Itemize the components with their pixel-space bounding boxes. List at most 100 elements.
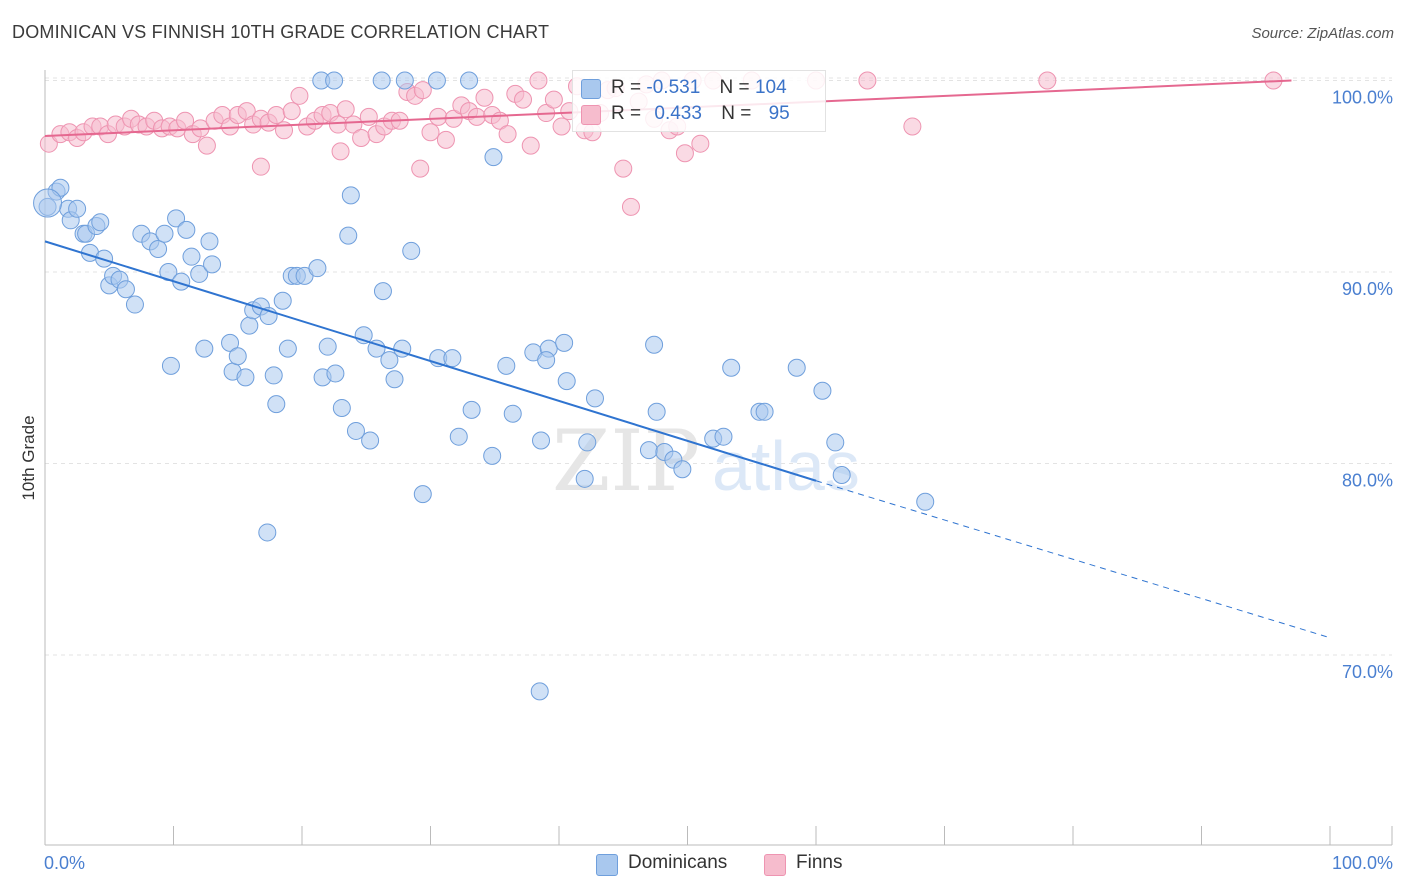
dominicans-swatch: [581, 79, 601, 99]
dominican-point: [167, 209, 186, 228]
legend-n-label: N =: [719, 77, 750, 98]
finn-point: [328, 115, 347, 134]
dominican-point: [395, 71, 414, 90]
dominican-point: [68, 199, 87, 218]
dominican-point: [578, 433, 597, 452]
legend-r-value: -0.531: [646, 77, 701, 98]
dominican-point: [190, 264, 209, 283]
y-tick-label: 70.0%: [1342, 662, 1393, 682]
gridlines: [45, 77, 1392, 656]
dominican-point: [427, 71, 446, 90]
y-tick-label: 80.0%: [1342, 471, 1393, 491]
dominican-point: [372, 71, 391, 90]
dominican-point: [647, 402, 666, 421]
finn-point: [691, 134, 710, 153]
finn-point: [436, 130, 455, 149]
dominican-point: [149, 240, 168, 259]
dominican-point: [832, 465, 851, 484]
dominican-point: [339, 226, 358, 245]
legend-label-finns: Finns: [796, 852, 843, 873]
finn-point: [282, 102, 301, 121]
dominican-point: [95, 249, 114, 268]
dominican-point: [645, 335, 664, 354]
finn-point: [529, 71, 548, 90]
dominican-point: [278, 339, 297, 358]
y-tick-labels: 70.0% 80.0% 90.0% 100.0%: [1332, 88, 1393, 683]
dominican-point: [585, 389, 604, 408]
dominican-point: [258, 523, 277, 542]
dominican-point: [380, 351, 399, 370]
dominican-point: [346, 421, 365, 440]
dominican-point: [530, 682, 549, 701]
y-tick-label: 90.0%: [1342, 279, 1393, 299]
finn-point: [411, 159, 430, 178]
dominican-point: [318, 337, 337, 356]
finn-point: [858, 71, 877, 90]
dominican-point: [195, 339, 214, 358]
dominican-point: [916, 492, 935, 511]
dominican-point: [367, 339, 386, 358]
finn-point: [421, 123, 440, 142]
finn-point: [514, 90, 533, 109]
dominican-point: [673, 460, 692, 479]
finn-point: [1038, 71, 1057, 90]
x-tick-label: 100.0%: [1332, 853, 1393, 873]
finn-point: [429, 107, 448, 126]
dominican-point: [308, 259, 327, 278]
finn-point: [621, 197, 640, 216]
dominican-point: [236, 368, 255, 387]
finn-point: [331, 142, 350, 161]
finn-point: [903, 117, 922, 136]
dominican-point: [483, 446, 502, 465]
finn-point: [498, 125, 517, 144]
x-tick-label: 0.0%: [44, 853, 85, 873]
dominican-point: [155, 224, 174, 243]
dominican-point: [361, 431, 380, 450]
dominican-point: [125, 295, 144, 314]
dominican-point: [413, 485, 432, 504]
dominican-point: [557, 372, 576, 391]
dominican-point: [200, 232, 219, 251]
dominican-point: [826, 433, 845, 452]
dominican-point: [273, 291, 292, 310]
finn-point: [251, 157, 270, 176]
dominican-point: [228, 347, 247, 366]
dominican-point: [575, 469, 594, 488]
finn-point: [675, 144, 694, 163]
y-tick-label: 100.0%: [1332, 88, 1393, 108]
dominican-point: [182, 247, 201, 266]
dominican-point: [555, 333, 574, 352]
dominicans-trendline: [44, 240, 817, 482]
finn-point: [344, 115, 363, 134]
dominican-point: [443, 349, 462, 368]
dominican-point: [161, 356, 180, 375]
dominicans-series: [33, 71, 935, 701]
dominican-point: [484, 148, 503, 167]
dominican-point: [449, 427, 468, 446]
finn-point: [290, 86, 309, 105]
dominican-point: [787, 358, 806, 377]
finn-point: [552, 117, 571, 136]
finn-point: [267, 105, 286, 124]
watermark: ZIP atlas: [552, 412, 860, 510]
dominican-point: [240, 316, 259, 335]
dominican-point: [755, 402, 774, 421]
dominican-point: [267, 395, 286, 414]
finn-point: [614, 159, 633, 178]
finn-point: [197, 136, 216, 155]
dominican-point: [177, 220, 196, 239]
dominican-point: [373, 282, 392, 301]
finn-point: [336, 100, 355, 119]
dominican-point: [116, 280, 135, 299]
finn-point: [521, 136, 540, 155]
dominican-point: [503, 404, 522, 423]
dominican-point: [385, 370, 404, 389]
dominican-point: [326, 364, 345, 383]
dominican-point: [813, 381, 832, 400]
dominican-point: [325, 71, 344, 90]
dominican-point: [402, 241, 421, 260]
finn-point: [475, 88, 494, 107]
dominican-point: [91, 213, 110, 232]
dominicans-legend-swatch: [596, 854, 618, 876]
